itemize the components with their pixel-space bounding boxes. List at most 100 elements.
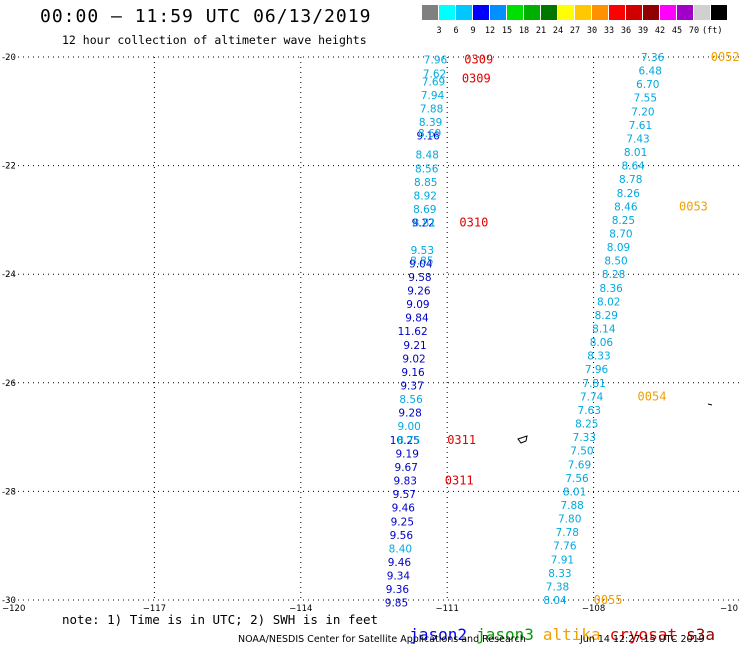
color-scale-label: 15 xyxy=(501,26,513,36)
color-scale-swatch xyxy=(439,5,455,20)
swh-value: 9.36 xyxy=(386,584,410,596)
swh-value: 7.50 xyxy=(570,446,593,458)
color-scale-label: 6 xyxy=(453,26,459,36)
color-scale-label: 33 xyxy=(603,26,615,36)
swh-value: 9.02 xyxy=(402,353,425,365)
swh-value: 9.00 xyxy=(397,421,420,433)
swh-value: 9.37 xyxy=(400,381,423,393)
swh-value: 7.96 xyxy=(424,55,448,67)
swh-value: 9.21 xyxy=(403,340,426,352)
y-tick-label: -24 xyxy=(2,270,16,280)
swh-value: 8.14 xyxy=(592,324,616,336)
swh-value: 6.48 xyxy=(639,66,662,78)
y-tick-label: -30 xyxy=(2,596,16,606)
swh-value: 9.56 xyxy=(390,530,414,542)
swh-value: 9.22 xyxy=(412,218,435,230)
satellite-legend-cryosat: cryosat xyxy=(609,625,678,644)
satellite-legend-s3a: s3a xyxy=(686,625,715,644)
credit-text: NOAA/NESDIS Center for Satellite Applica… xyxy=(238,634,526,645)
swh-value: 9.16 xyxy=(401,367,425,379)
swh-value: 8.33 xyxy=(587,351,610,363)
swh-value: 7.78 xyxy=(556,527,579,539)
swh-value: 7.76 xyxy=(553,541,577,553)
swh-value: 7.91 xyxy=(551,554,574,566)
swh-value: 6.70 xyxy=(636,79,659,91)
color-scale-label: 18 xyxy=(518,26,530,36)
color-scale-swatch xyxy=(626,5,642,20)
color-scale-label: 9 xyxy=(470,26,476,36)
swh-value: 7.33 xyxy=(573,432,596,444)
swh-value: 8.33 xyxy=(548,568,571,580)
swh-value: 9.26 xyxy=(407,285,431,297)
color-scale-swatch xyxy=(575,5,591,20)
swh-value: 8.78 xyxy=(619,174,642,186)
x-tick-label: −111 xyxy=(436,604,459,614)
color-scale-swatch xyxy=(711,5,727,20)
swh-value: 7.88 xyxy=(420,104,443,116)
color-scale-label: 24 xyxy=(552,26,564,36)
swh-value: 9.53 xyxy=(411,245,434,257)
swh-value: 9.09 xyxy=(406,299,429,311)
x-tick-label: −10 xyxy=(720,604,738,614)
swh-value: 9.34 xyxy=(387,571,411,583)
color-scale-label: 70 xyxy=(688,26,700,36)
swh-value: 7.94 xyxy=(421,90,445,102)
swh-value: 8.39 xyxy=(419,117,442,129)
swh-value: 8.01 xyxy=(563,486,586,498)
swh-value: 8.02 xyxy=(597,296,620,308)
time-stamp-label: 0052 xyxy=(711,50,740,64)
swh-value: 9.28 xyxy=(398,408,421,420)
swh-value: 7.36 xyxy=(641,52,665,64)
footnote: note: 1) Time is in UTC; 2) SWH is in fe… xyxy=(62,612,379,627)
y-tick-label: -22 xyxy=(2,162,16,172)
swh-value: 9.57 xyxy=(393,489,416,501)
x-tick-label: −120 xyxy=(2,604,25,614)
color-scale-swatch xyxy=(422,5,438,20)
color-scale-swatch xyxy=(643,5,659,20)
color-scale-swatch xyxy=(524,5,540,20)
satellite-legend-jason3: jason3 xyxy=(476,625,534,644)
generated-timestamp: Jun 14 12:27:15 UTC 2019 xyxy=(580,634,705,645)
time-stamp-label: 0311 xyxy=(445,474,474,488)
swh-value: 10.25 xyxy=(390,435,420,447)
y-tick-label: -20 xyxy=(2,53,16,63)
time-stamp-label: 0311 xyxy=(447,433,476,447)
swh-value: 7.81 xyxy=(582,378,605,390)
swh-value: 8.56 xyxy=(415,163,439,175)
swh-value: 8.70 xyxy=(609,228,632,240)
color-scale-swatch xyxy=(677,5,693,20)
y-tick-label: -28 xyxy=(2,487,16,497)
color-scale-swatch xyxy=(660,5,676,20)
island-outline xyxy=(707,403,713,406)
swh-value: 9.25 xyxy=(391,516,414,528)
swh-value: 8.85 xyxy=(410,256,433,268)
time-stamp-label: 0055 xyxy=(594,593,623,607)
swh-value: 8.36 xyxy=(599,283,623,295)
color-scale-label: 39 xyxy=(637,26,649,36)
swh-value: 7.43 xyxy=(626,133,649,145)
swh-value: 9.67 xyxy=(395,462,418,474)
swh-value: 8.56 xyxy=(399,394,423,406)
swh-value: 8.01 xyxy=(624,147,647,159)
swh-value: 8.69 xyxy=(418,128,441,140)
swh-value: 9.58 xyxy=(408,272,431,284)
color-scale-swatch xyxy=(541,5,557,20)
time-stamp-label: 0053 xyxy=(679,199,708,213)
time-stamp-label: 0309 xyxy=(464,53,493,67)
color-scale-label: 27 xyxy=(569,26,581,36)
page-title: 00:00 – 11:59 UTC 06/13/2019 xyxy=(40,6,372,27)
x-tick-label: −117 xyxy=(143,604,166,614)
color-scale-label: (ft) xyxy=(702,26,723,36)
color-scale-label: 42 xyxy=(654,26,666,36)
color-scale-label: 45 xyxy=(671,26,683,36)
swh-value: 9.16 xyxy=(416,131,440,143)
color-scale-swatch xyxy=(490,5,506,20)
color-scale-swatch xyxy=(609,5,625,20)
swh-value: 9.85 xyxy=(385,598,408,610)
swh-value: 8.81 xyxy=(413,218,436,230)
swh-value: 8.92 xyxy=(414,190,437,202)
swh-value: 7.63 xyxy=(578,405,601,417)
swh-value: 7.69 xyxy=(568,459,591,471)
x-tick-label: −108 xyxy=(582,604,605,614)
swh-value: 9.46 xyxy=(392,503,416,515)
